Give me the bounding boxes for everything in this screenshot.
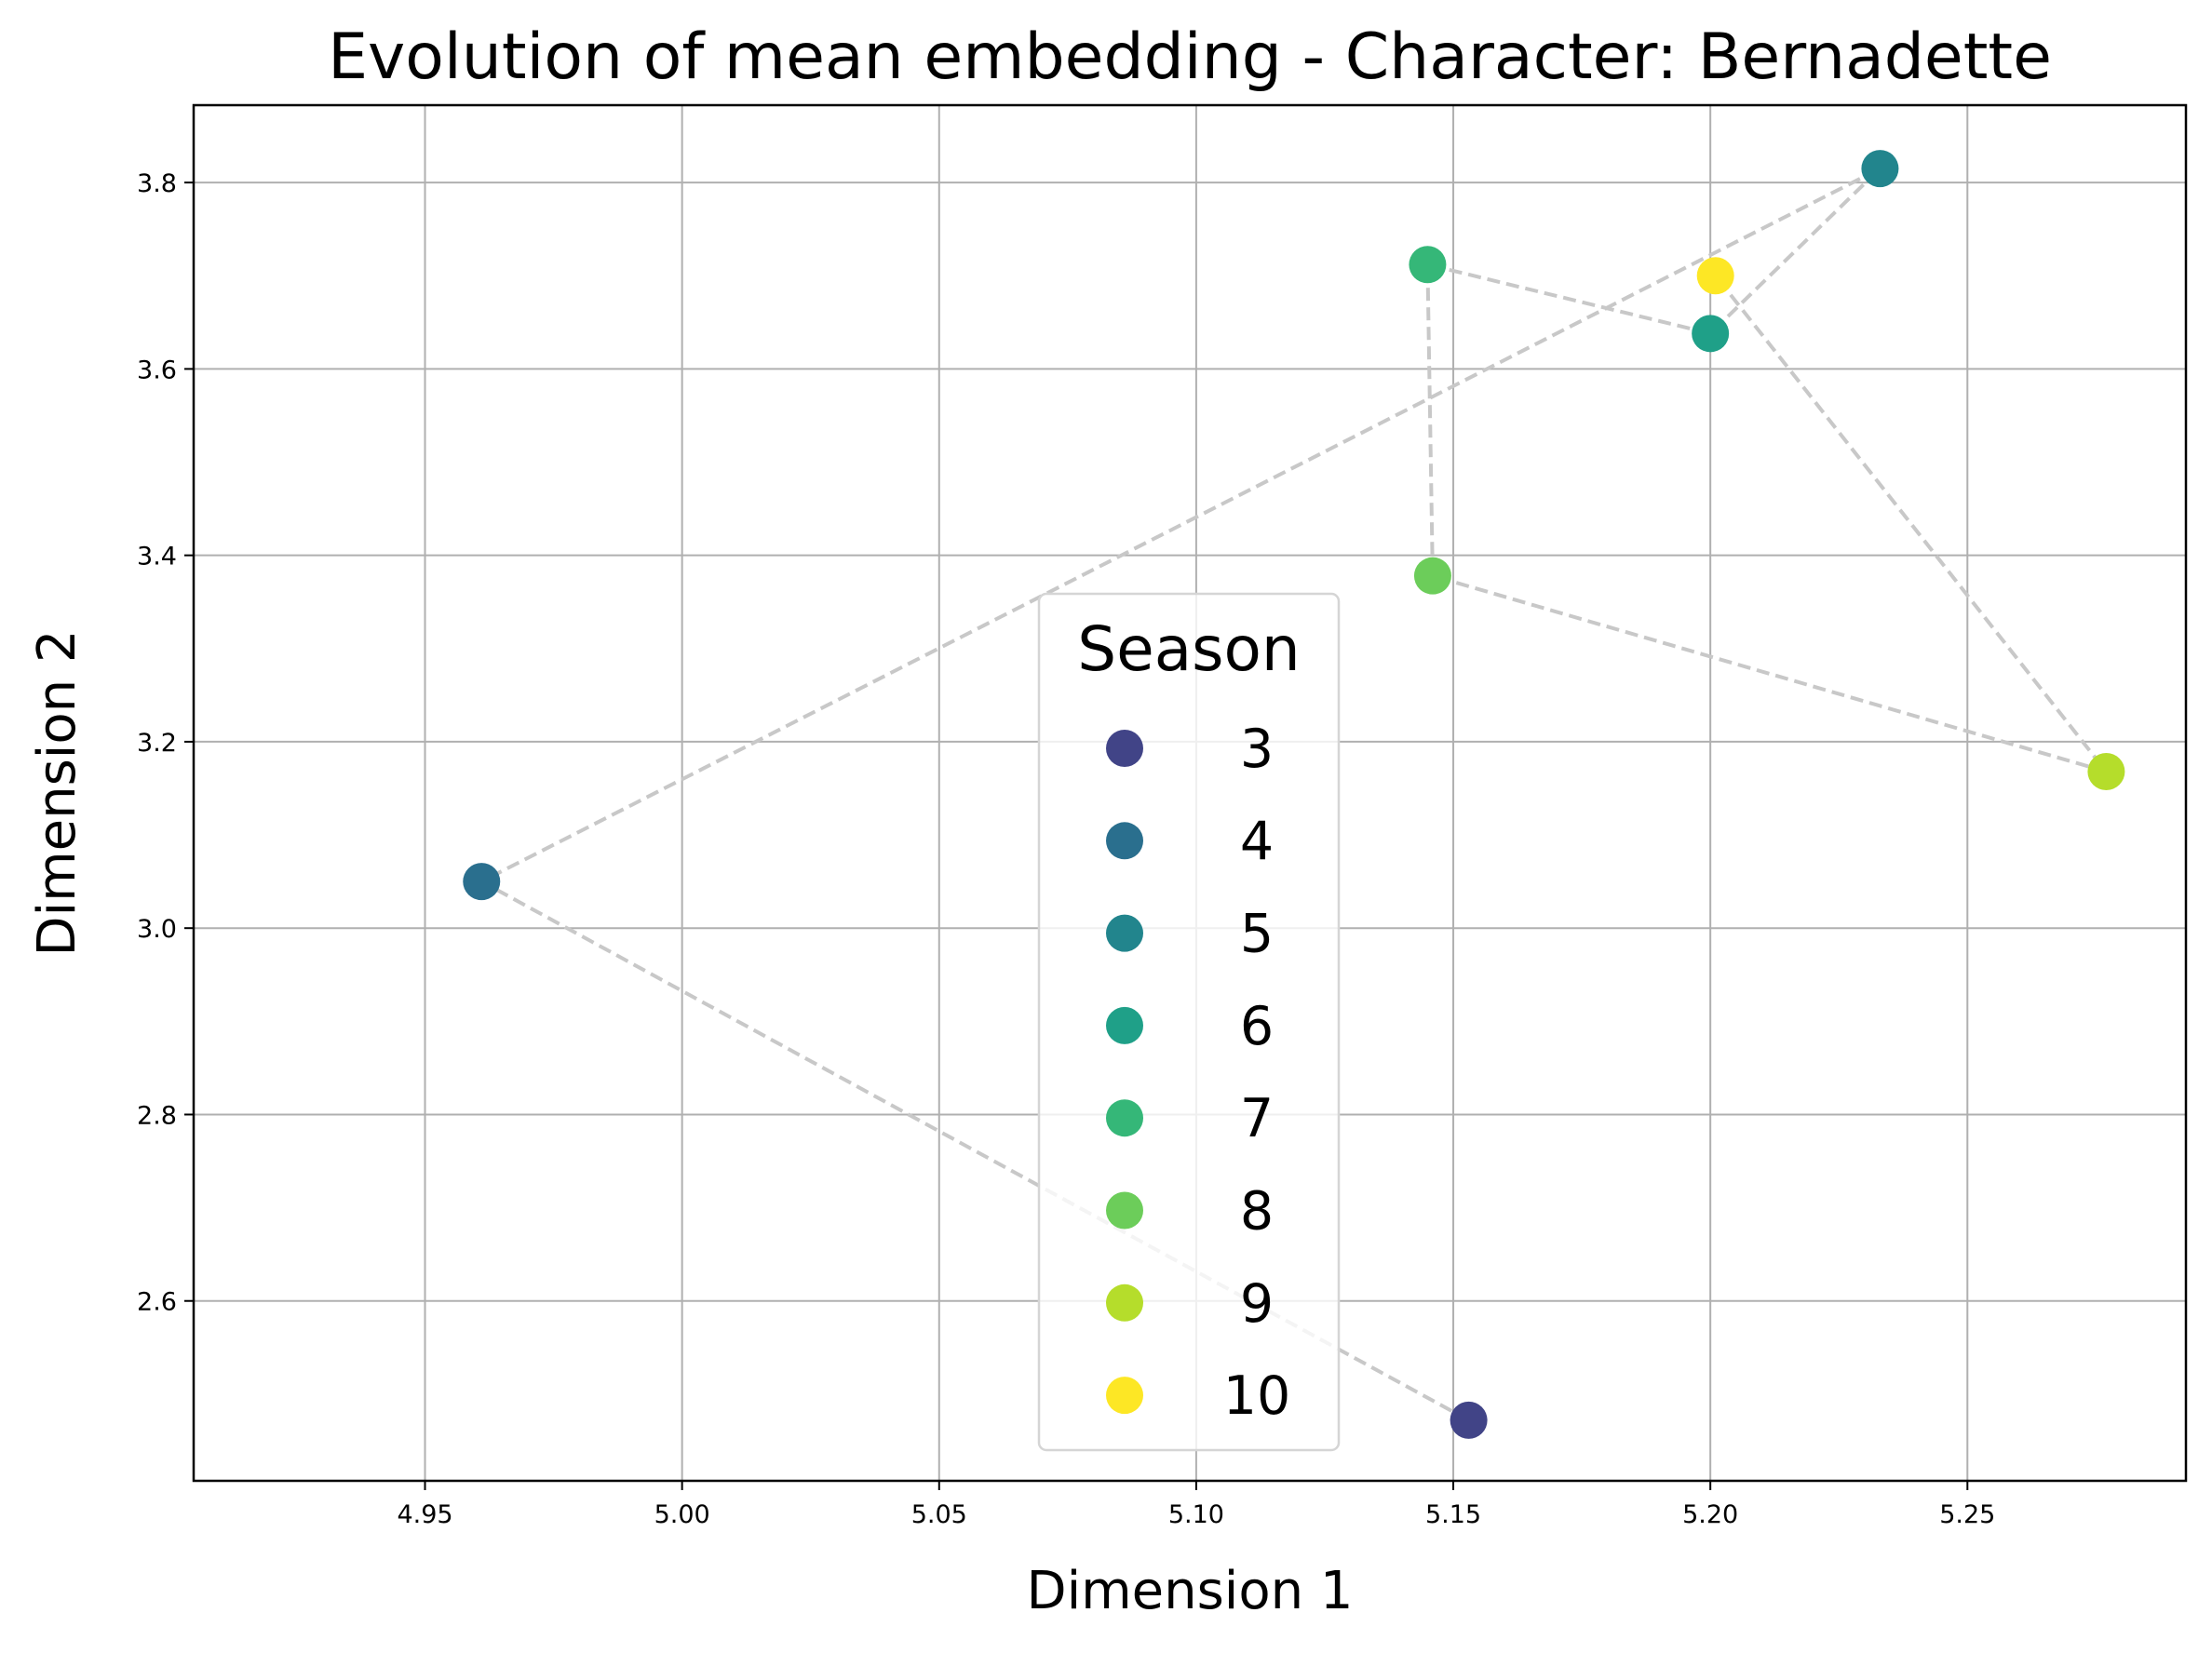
chart-title: Evolution of mean embedding - Character:… — [328, 20, 2052, 94]
legend-label-season-7: 7 — [1240, 1088, 1274, 1149]
y-tick-label: 3.6 — [137, 356, 177, 384]
legend-label-season-4: 4 — [1240, 811, 1274, 872]
legend-marker-season-7 — [1106, 1099, 1143, 1137]
x-tick-label: 5.00 — [654, 1500, 710, 1529]
legend-box — [1037, 592, 1341, 1452]
legend-marker-season-8 — [1106, 1191, 1143, 1230]
legend: Season 3 4 5 6 7 8 9 10 — [1037, 592, 1341, 1452]
legend-marker-season-9 — [1106, 1283, 1143, 1322]
y-tick-label: 2.6 — [137, 1288, 177, 1317]
data-point-season-10 — [1696, 257, 1734, 295]
plot-frame — [192, 103, 2188, 1483]
data-points — [463, 150, 2125, 1439]
connector-line — [478, 167, 2111, 1422]
y-tick-label: 3.4 — [137, 543, 177, 571]
x-tick-label: 5.20 — [1682, 1500, 1738, 1529]
data-point-season-4 — [463, 863, 501, 901]
legend-items: 3 4 5 6 7 8 9 10 — [1106, 719, 1290, 1427]
legend-marker-season-6 — [1106, 1006, 1143, 1044]
legend-marker-season-4 — [1106, 822, 1143, 860]
y-tick-label: 3.2 — [137, 729, 177, 758]
legend-label-season-6: 6 — [1240, 996, 1274, 1057]
x-tick-label: 4.95 — [397, 1500, 452, 1529]
data-point-season-7 — [1409, 246, 1447, 284]
data-point-season-3 — [1450, 1401, 1488, 1439]
legend-label-season-3: 3 — [1240, 719, 1274, 780]
legend-marker-season-10 — [1106, 1377, 1143, 1415]
data-point-season-8 — [1413, 557, 1451, 595]
x-axis-ticks: 4.95 5.00 5.05 5.10 5.15 5.20 5.25 — [397, 1481, 1995, 1529]
y-tick-label: 3.0 — [137, 915, 177, 944]
legend-title: Season — [1077, 613, 1301, 685]
legend-marker-season-3 — [1106, 730, 1143, 767]
x-tick-label: 5.15 — [1425, 1500, 1481, 1529]
x-tick-label: 5.05 — [911, 1500, 967, 1529]
data-point-season-9 — [2087, 752, 2125, 790]
connector-path — [478, 167, 2111, 1422]
legend-label-season-5: 5 — [1240, 904, 1274, 965]
y-axis-ticks: 2.6 2.8 3.0 3.2 3.4 3.6 3.8 — [137, 169, 194, 1317]
legend-label-season-10: 10 — [1223, 1365, 1291, 1427]
x-tick-label: 5.10 — [1168, 1500, 1224, 1529]
y-tick-label: 3.8 — [137, 169, 177, 198]
data-point-season-5 — [1861, 150, 1899, 188]
y-axis-label: Dimension 2 — [27, 629, 88, 956]
y-tick-label: 2.8 — [137, 1101, 177, 1130]
x-axis-label: Dimension 1 — [1026, 1561, 1353, 1621]
data-point-season-6 — [1692, 315, 1730, 353]
legend-marker-season-5 — [1106, 914, 1143, 952]
x-tick-label: 5.25 — [1939, 1500, 1995, 1529]
legend-label-season-9: 9 — [1240, 1273, 1274, 1335]
legend-label-season-8: 8 — [1240, 1181, 1274, 1243]
